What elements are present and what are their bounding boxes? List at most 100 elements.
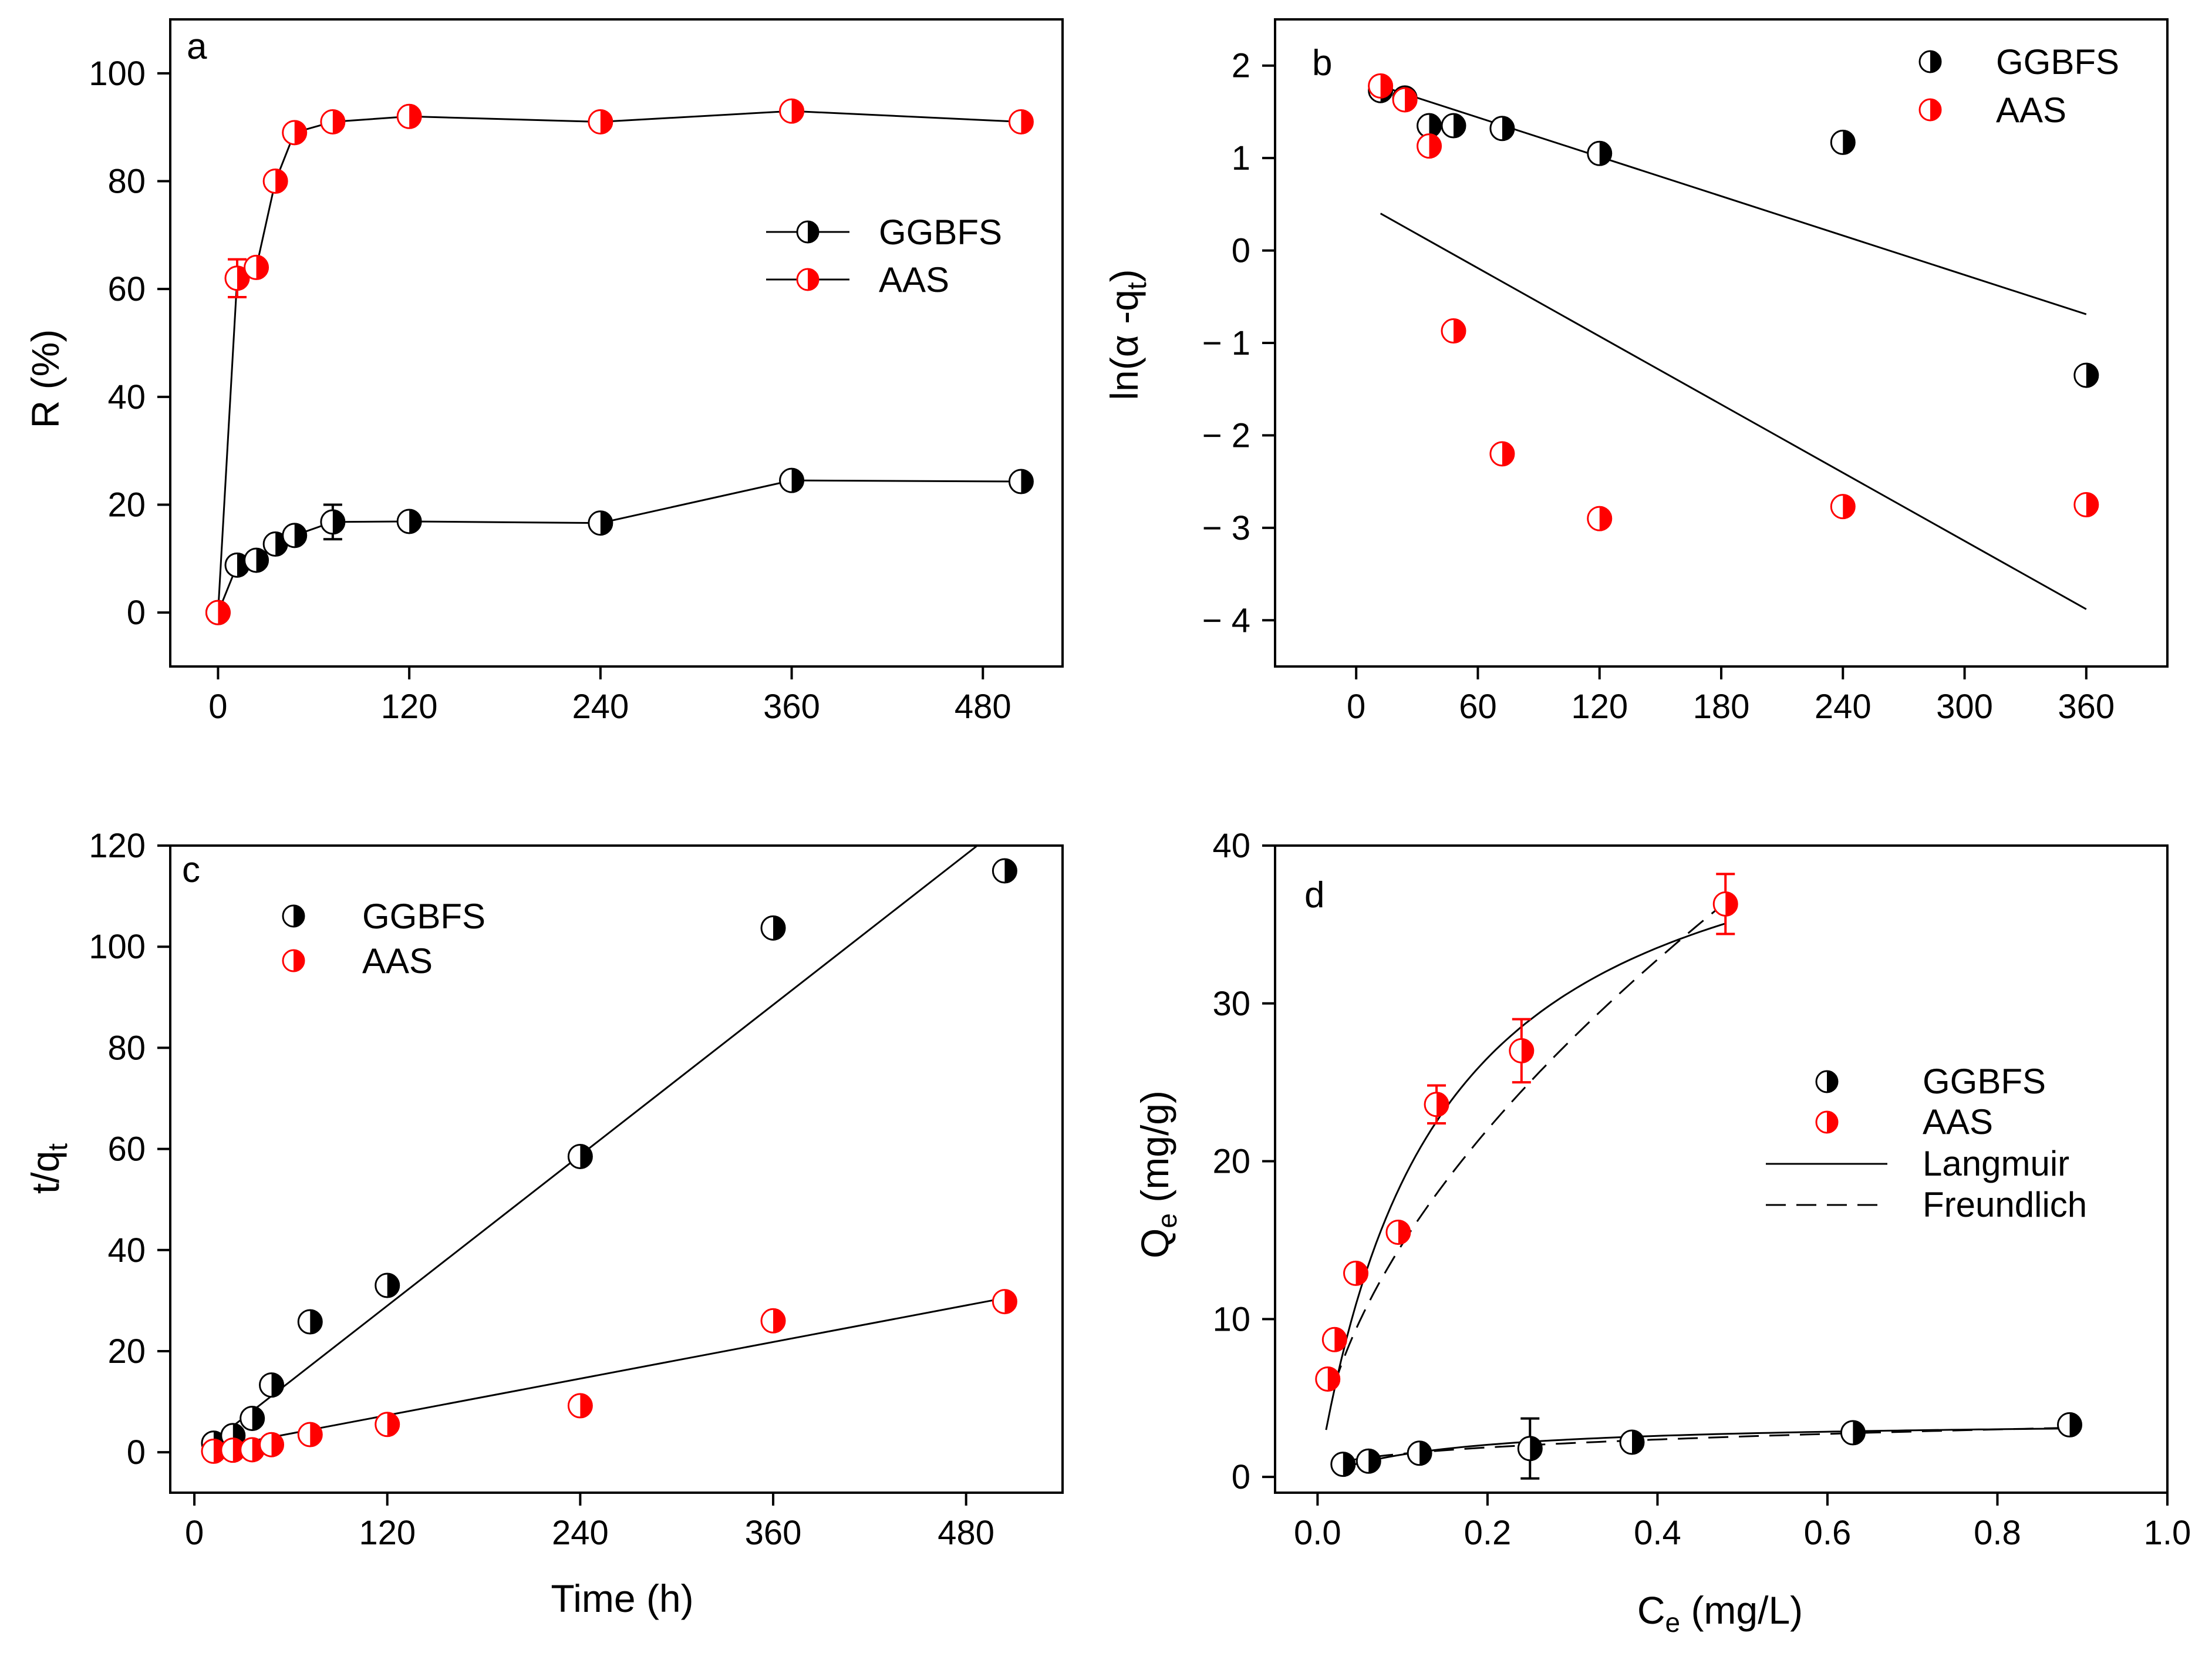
legend-c-ggbfs-marker bbox=[282, 904, 305, 928]
x-tick-label: 0 bbox=[1347, 688, 1365, 726]
data-point-aas bbox=[1509, 1038, 1535, 1063]
data-point-aas-fill bbox=[1334, 1328, 1347, 1352]
data-point-aas-fill bbox=[1843, 494, 1855, 519]
data-point-aas-fill bbox=[1454, 319, 1465, 343]
data-point-ggbfs-fill bbox=[791, 469, 804, 493]
data-point-aas bbox=[262, 169, 288, 194]
panel-a: a R (%) GGBFS AAS 0 120 240 360 480 0 20 40 60 80… bbox=[23, 18, 1064, 726]
data-point-aas-fill bbox=[1380, 74, 1392, 98]
y-tick-label: 40 bbox=[107, 1231, 146, 1270]
panel-b-legend: GGBFS AAS bbox=[1918, 42, 2119, 130]
panel-b-letter: b bbox=[1312, 43, 1332, 83]
data-point-aas-fill bbox=[580, 1393, 592, 1418]
panel-d-axes: 0.0 0.2 0.4 0.6 0.8 1.0 0 10 20 30 40 bbox=[1212, 827, 2191, 1552]
y-tick-label: 80 bbox=[107, 163, 146, 201]
data-point-ggbfs-fill bbox=[332, 510, 345, 534]
y-tick-label: 100 bbox=[89, 55, 146, 93]
data-point-aas bbox=[1830, 494, 1856, 520]
y-tick-label: 0 bbox=[127, 1433, 146, 1472]
data-point-ggbfs bbox=[1830, 129, 1856, 155]
data-point-ggbfs bbox=[1489, 116, 1515, 142]
panel-c-frame bbox=[169, 844, 1064, 1494]
panel-c-data bbox=[201, 844, 1017, 1464]
panel-d-xlabel: Ce (mg/L) bbox=[1637, 1588, 1803, 1638]
x-tick-label: 360 bbox=[2058, 688, 2115, 726]
legend-a-ggbfs-marker bbox=[796, 220, 820, 244]
data-point-aas-fill bbox=[1502, 442, 1514, 466]
data-point-aas bbox=[588, 109, 613, 134]
data-point-aas bbox=[396, 103, 422, 129]
panel-d-legend: GGBFS AAS Langmuir Freundlich bbox=[1766, 1062, 2087, 1224]
data-point-ggbfs bbox=[2057, 1412, 2083, 1437]
panel-a-frame bbox=[169, 18, 1064, 668]
fit-line-aas bbox=[1380, 213, 2087, 610]
data-point-aas-fill bbox=[1021, 110, 1033, 134]
data-point-aas-fill bbox=[1355, 1261, 1368, 1285]
data-point-ggbfs-fill bbox=[1632, 1430, 1644, 1454]
data-point-aas bbox=[205, 600, 231, 625]
panel-c-ylabel: t/qt bbox=[23, 1143, 73, 1194]
y-tick-label: 120 bbox=[89, 827, 146, 865]
data-point-aas-fill bbox=[271, 1433, 284, 1457]
data-point-aas bbox=[1368, 73, 1394, 99]
data-point-aas-fill bbox=[1405, 87, 1417, 112]
legend-d-langmuir-label: Langmuir bbox=[1923, 1144, 2069, 1183]
legend-a-ggbfs-label: GGBFS bbox=[879, 213, 1002, 252]
data-point-ggbfs bbox=[1619, 1429, 1645, 1455]
legend-d-aas-marker bbox=[1815, 1110, 1839, 1134]
data-point-aas bbox=[1008, 109, 1034, 134]
data-point-aas-fill bbox=[773, 1309, 785, 1333]
data-point-aas bbox=[1587, 506, 1613, 531]
data-point-aas-fill bbox=[1521, 1039, 1533, 1063]
y-tick-label: 60 bbox=[107, 270, 146, 308]
data-point-ggbfs-fill bbox=[409, 509, 422, 533]
data-point-ggbfs-fill bbox=[1502, 116, 1514, 140]
data-point-aas-fill bbox=[600, 110, 612, 134]
data-point-aas-fill bbox=[1327, 1367, 1340, 1391]
data-point-ggbfs bbox=[1587, 140, 1613, 166]
y-tick-label: 0 bbox=[1232, 1458, 1250, 1496]
langmuir-curve bbox=[1343, 1428, 2070, 1469]
x-tick-label: 360 bbox=[763, 688, 820, 726]
data-point-ggbfs-fill bbox=[1454, 114, 1465, 138]
x-tick-label: 240 bbox=[1815, 688, 1872, 726]
y-tick-label: 2 bbox=[1232, 47, 1250, 85]
x-tick-label: 0.8 bbox=[1974, 1514, 2021, 1552]
x-tick-label: 60 bbox=[1459, 688, 1497, 726]
data-point-aas bbox=[567, 1393, 593, 1419]
data-point-aas-fill bbox=[332, 110, 345, 134]
data-point-ggbfs-fill bbox=[294, 523, 306, 547]
panel-b-ylabel: ln(α -qt) bbox=[1102, 269, 1152, 400]
legend-b-aas-marker bbox=[1918, 98, 1942, 122]
data-point-ggbfs-fill bbox=[600, 511, 612, 535]
panel-d: d Qe (mg/g) Ce (mg/L) GGBFS AAS Langmuir… bbox=[1133, 827, 2191, 1638]
data-point-aas-fill bbox=[1004, 1290, 1017, 1314]
data-point-aas bbox=[1417, 133, 1442, 159]
legend-b-ggbfs-marker bbox=[1918, 50, 1942, 73]
data-point-aas bbox=[282, 120, 308, 146]
data-point-ggbfs bbox=[588, 510, 613, 536]
x-tick-label: 0.6 bbox=[1804, 1514, 1852, 1552]
data-point-ggbfs bbox=[1441, 113, 1466, 139]
panel-c-xlabel: Time (h) bbox=[551, 1577, 693, 1620]
data-point-aas bbox=[1424, 1092, 1449, 1117]
data-point-aas-fill bbox=[294, 120, 306, 144]
legend-a-aas-label: AAS bbox=[879, 260, 949, 299]
data-point-ggbfs-fill bbox=[1021, 470, 1033, 494]
data-point-ggbfs-fill bbox=[1843, 130, 1855, 154]
data-point-aas bbox=[1315, 1366, 1341, 1392]
data-point-ggbfs-fill bbox=[2086, 363, 2098, 388]
y-tick-label: 20 bbox=[107, 1332, 146, 1371]
data-point-aas bbox=[1489, 441, 1515, 467]
data-point-ggbfs-fill bbox=[773, 916, 785, 940]
panel-a-legend: GGBFS AAS bbox=[766, 213, 1002, 299]
data-point-aas-fill bbox=[1725, 892, 1738, 916]
data-point-ggbfs-fill bbox=[1368, 1449, 1381, 1473]
data-point-aas-fill bbox=[1429, 134, 1441, 158]
data-point-ggbfs bbox=[760, 915, 786, 941]
y-tick-label: 10 bbox=[1212, 1300, 1250, 1338]
data-point-aas bbox=[992, 1289, 1017, 1315]
legend-b-ggbfs-label: GGBFS bbox=[1996, 42, 2119, 82]
x-tick-label: 120 bbox=[381, 688, 438, 726]
data-point-aas bbox=[320, 109, 346, 134]
